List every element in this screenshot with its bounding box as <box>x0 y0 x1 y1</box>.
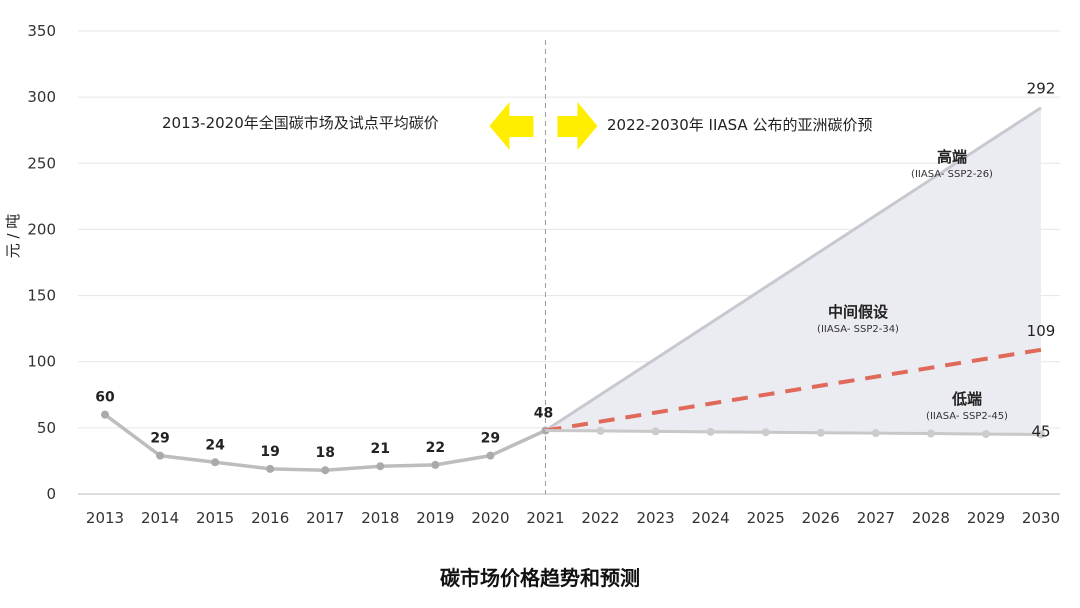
x-tick-label: 2018 <box>361 509 399 527</box>
left-annotation: 2013-2020年全国碳市场及试点平均碳价 <box>162 114 439 132</box>
historical-point <box>211 458 220 467</box>
scenario-name: 高端 <box>937 148 967 166</box>
x-tick-label: 2025 <box>747 509 785 527</box>
x-tick-label: 2029 <box>967 509 1005 527</box>
scenario-point <box>761 428 770 437</box>
historical-data-label: 18 <box>315 445 334 461</box>
historical-point <box>486 451 495 460</box>
historical-line <box>103 413 547 472</box>
x-tick-label: 2030 <box>1022 509 1060 527</box>
y-tick-label: 300 <box>27 88 56 106</box>
y-axis-label: 元 / 吨 <box>4 214 22 259</box>
historical-point <box>431 460 440 469</box>
scenario-point <box>706 427 715 436</box>
scenario-end-label: 109 <box>1027 322 1056 340</box>
y-tick-label: 100 <box>27 353 56 371</box>
y-tick-label: 150 <box>27 287 56 305</box>
x-tick-label: 2015 <box>196 509 234 527</box>
x-tick-label: 2023 <box>636 509 674 527</box>
historical-data-label: 22 <box>426 440 445 456</box>
scenario-line <box>544 106 1042 432</box>
x-tick-label: 2028 <box>912 509 950 527</box>
x-tick-label: 2022 <box>581 509 619 527</box>
scenario-point <box>981 430 990 439</box>
historical-data-label: 29 <box>481 431 500 447</box>
y-tick-label: 250 <box>27 154 56 172</box>
scenario-point <box>926 429 935 438</box>
scenario-point <box>871 429 880 438</box>
x-tick-label: 2026 <box>802 509 840 527</box>
x-tick-label: 2013 <box>86 509 124 527</box>
scenario-line <box>545 347 1042 433</box>
scenario-end-label: 292 <box>1027 80 1056 98</box>
scenario-subtitle: (IIASA- SSP2-45) <box>926 411 1008 422</box>
historical-data-label: 29 <box>150 431 169 447</box>
scenario-point <box>1037 430 1045 439</box>
historical-data-label: 19 <box>260 444 279 460</box>
x-tick-label: 2027 <box>857 509 895 527</box>
historical-point <box>156 451 165 460</box>
scenario-subtitle: (IIASA- SSP2-34) <box>817 324 899 335</box>
left-arrow-icon <box>489 102 534 150</box>
x-tick-label: 2021 <box>526 509 564 527</box>
y-tick-label: 200 <box>27 220 56 238</box>
historical-point <box>101 410 109 419</box>
historical-data-label: 24 <box>205 437 225 453</box>
historical-data-label: 48 <box>534 406 553 422</box>
y-tick-label: 0 <box>46 485 56 503</box>
series-lines <box>101 106 1045 475</box>
scenario-name: 低端 <box>951 390 982 408</box>
right-arrow-icon <box>557 102 598 150</box>
scenario-point <box>816 428 825 437</box>
scenario-end-label: 45 <box>1031 422 1050 440</box>
scenario-point <box>651 427 660 436</box>
right-annotation: 2022-2030年 IIASA 公布的亚洲碳价预 <box>607 116 872 134</box>
scenario-name: 中间假设 <box>828 303 888 321</box>
historical-point <box>321 466 330 475</box>
historical-point <box>376 462 385 471</box>
y-tick-label: 350 <box>27 22 56 40</box>
axes: 0 50 100 150 200 250 300 350 2013 2014 2015 2016 201… <box>27 22 1060 527</box>
historical-point <box>266 464 275 473</box>
x-tick-label: 2016 <box>251 509 289 527</box>
grid <box>78 30 1060 495</box>
annotations: 2013-2020年全国碳市场及试点平均碳价 2022-2030年 IIASA … <box>162 102 872 150</box>
x-tick-label: 2019 <box>416 509 454 527</box>
data-labels: 60 29 24 19 18 21 22 29 48 292 109 45 高端 (IIASA- SSP2… <box>95 80 1055 461</box>
historical-data-label: 21 <box>371 441 390 457</box>
x-tick-label: 2020 <box>471 509 509 527</box>
historical-data-label: 60 <box>95 390 115 406</box>
x-tick-label: 2014 <box>141 509 179 527</box>
x-tick-label: 2024 <box>692 509 730 527</box>
scenario-point <box>596 426 605 435</box>
x-tick-label: 2017 <box>306 509 344 527</box>
scenario-subtitle: (IIASA- SSP2-26) <box>911 169 993 180</box>
y-tick-label: 50 <box>37 419 56 437</box>
scenario-line <box>545 429 1042 436</box>
chart-title: 碳市场价格趋势和预测 <box>440 566 640 590</box>
